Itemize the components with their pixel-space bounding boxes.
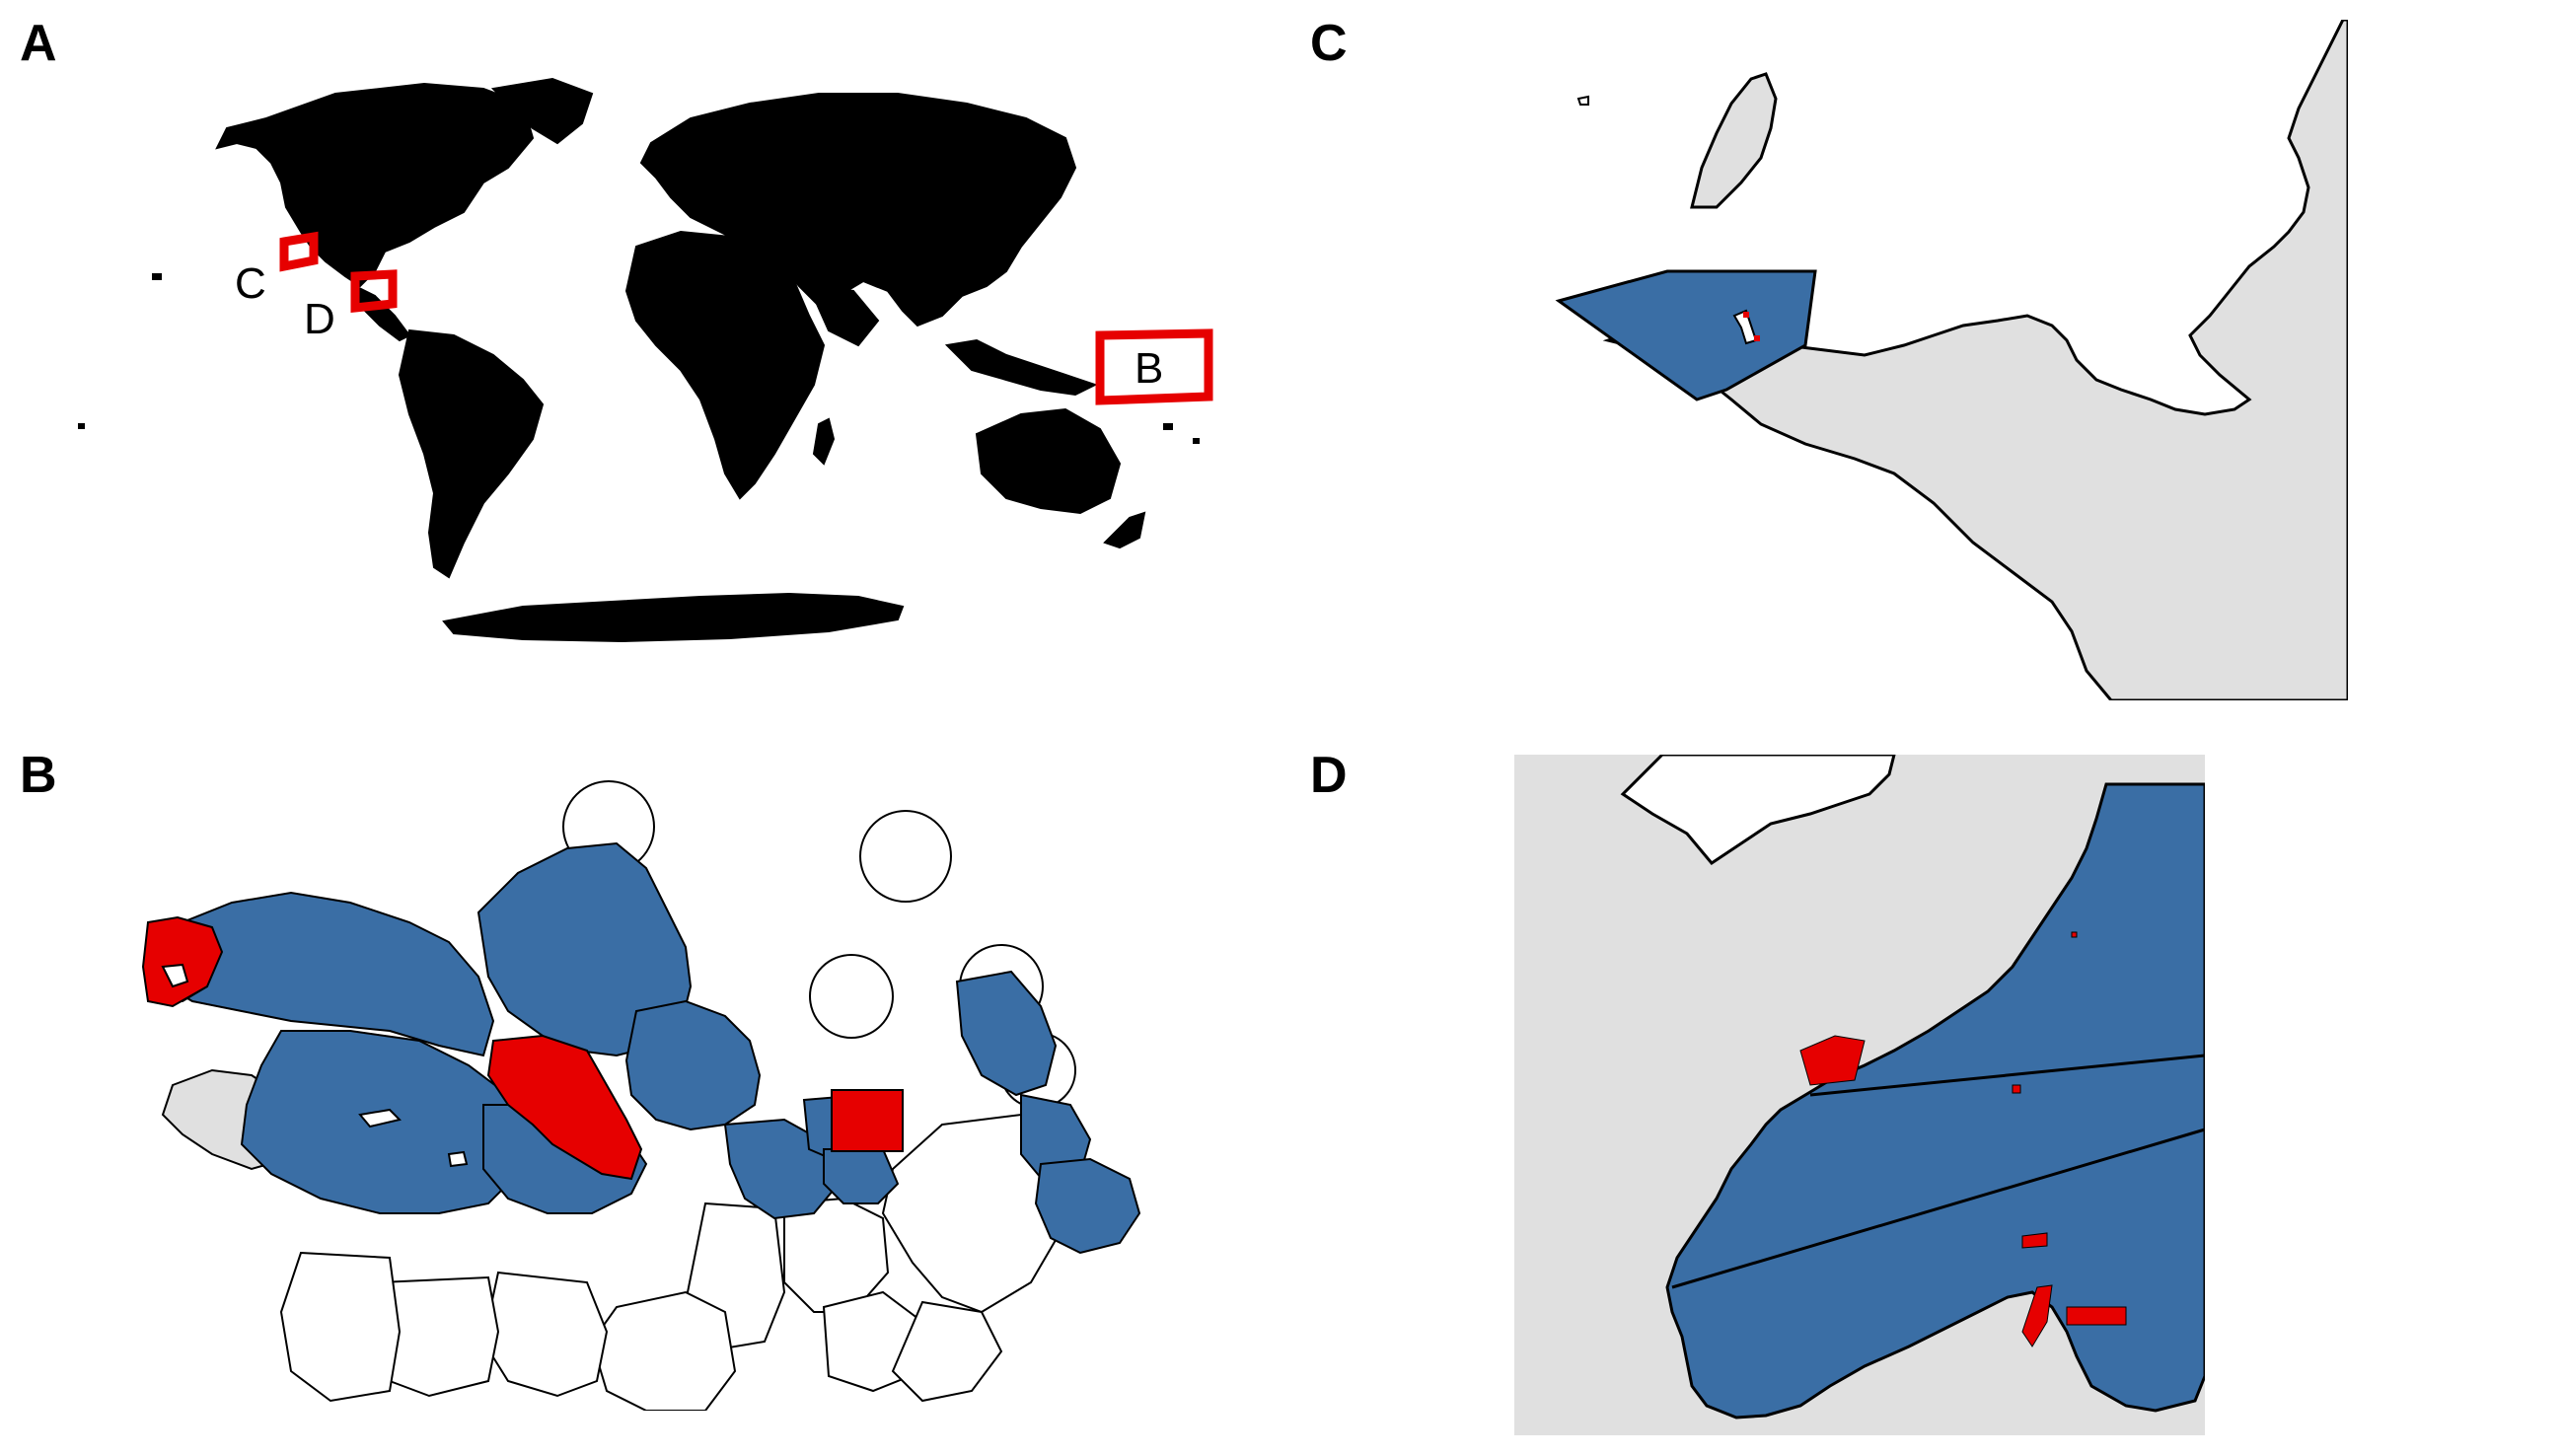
inset-label-c: C (235, 259, 266, 308)
landmass-antarctica (442, 592, 905, 643)
red-zones (141, 915, 904, 1181)
landmass-se-asia-islands (944, 338, 1098, 397)
white-eez-zones (279, 780, 1076, 1411)
small-islet-c (1576, 95, 1589, 106)
world-landmasses (78, 77, 1200, 643)
panel-label-b: B (20, 747, 57, 804)
red-patch-d-east (2021, 1232, 2048, 1249)
landmass-africa (624, 230, 826, 500)
blue-zone-polygon-d (1665, 782, 2205, 1420)
blue-eez-zones (146, 841, 1141, 1255)
water-bay (1620, 755, 1896, 865)
red-patch-d-south (2066, 1306, 2127, 1326)
blue-region-east-lower (823, 1148, 900, 1204)
landmass-north-america (215, 82, 535, 288)
inset-box-c (279, 231, 319, 272)
red-patch-d-small-2 (2071, 931, 2078, 938)
landmass-australia (975, 407, 1122, 515)
panel-label-d: D (1310, 747, 1348, 804)
blue-zone-polygon (1555, 269, 1817, 401)
blue-region-far-east-1 (955, 970, 1058, 1097)
landmass-new-zealand (1103, 511, 1146, 549)
map-panel-c (1555, 20, 2348, 700)
eez-circle-3 (809, 954, 894, 1039)
red-patch-c1 (1743, 312, 1749, 318)
red-patch-c2 (1754, 335, 1760, 341)
context-land (1602, 20, 2348, 700)
panel-label-c: C (1310, 15, 1348, 72)
mainland-coast (1602, 20, 2348, 700)
eez-boundary-line-1 (1671, 1128, 2205, 1289)
white-cell-14 (891, 1300, 1003, 1403)
white-cell-13 (279, 1251, 402, 1403)
landmass-eurasia (639, 93, 1077, 328)
inset-label-b: B (1135, 344, 1163, 393)
white-cell-10 (590, 1290, 737, 1411)
red-zones-d (1799, 931, 2127, 1347)
inset-box-b (1095, 328, 1213, 405)
blue-zone-c (1555, 269, 1817, 401)
world-map: C D B (78, 77, 1213, 643)
inset-boxes (279, 231, 1213, 405)
map-panel-b (141, 780, 1141, 1411)
inset-box-d (350, 269, 398, 313)
landmass-central-america (353, 284, 411, 342)
red-region-square (831, 1089, 904, 1152)
panel-label-a: A (20, 15, 57, 72)
islands-b (161, 963, 469, 1168)
red-region-center (486, 1034, 643, 1181)
blue-zone-d (1665, 782, 2205, 1420)
red-patch-d-north (1799, 1035, 1866, 1086)
landmass-arabia (807, 284, 880, 347)
map-panel-d (1514, 755, 2205, 1435)
eez-boundary-line-2 (1809, 1054, 2205, 1097)
blue-region-center (624, 999, 762, 1131)
white-cell-11 (481, 1271, 609, 1398)
landmass-south-america (398, 328, 545, 579)
island-north (1690, 72, 1778, 209)
red-patch-d-southwest (2021, 1284, 2053, 1347)
landmass-greenland (490, 77, 594, 145)
red-patch-d-small-1 (2012, 1084, 2021, 1094)
red-region-northwest (141, 915, 224, 1008)
landmass-madagascar (812, 417, 836, 466)
eez-circle-2 (859, 810, 952, 903)
blue-region-northwest (151, 891, 495, 1057)
inset-label-d: D (304, 295, 335, 343)
blue-region-far-east-3 (1034, 1157, 1141, 1255)
